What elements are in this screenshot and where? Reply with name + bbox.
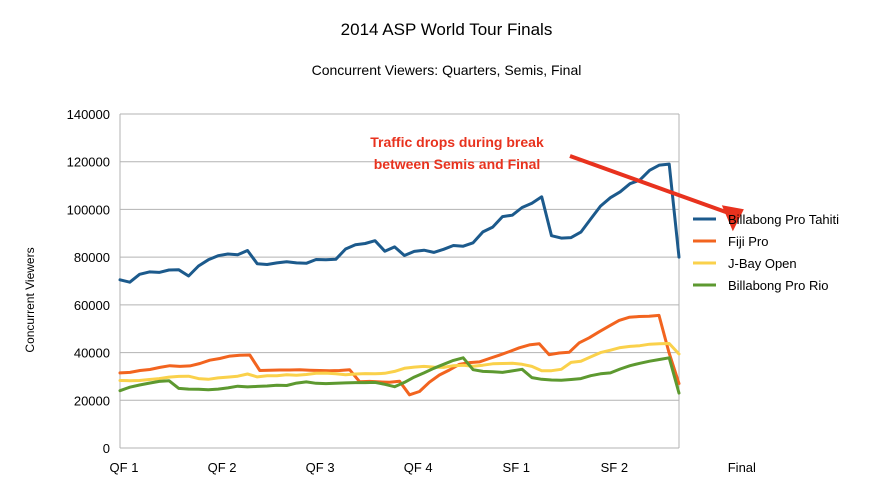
series-line-fiji-pro [118,313,681,397]
y-tick-60000: 60000 [74,298,110,313]
annotation: Traffic drops during break between Semis … [370,134,744,232]
y-tick-80000: 80000 [74,250,110,265]
y-tick-100000: 100000 [67,202,110,217]
x-tick-qf-4: QF 4 [404,460,433,475]
annotation-arrow-head [721,205,744,232]
legend: Billabong Pro Tahiti Fiji Pro J-Bay Open Bi… [693,212,839,293]
y-axis-label: Concurrent Viewers [23,247,37,352]
annotation-arrow-shaft [569,154,736,218]
annotation-text-line-2: between Semis and Final [374,156,541,172]
x-tick-sf-1: SF 1 [503,460,530,475]
y-tick-140000: 140000 [67,107,110,122]
annotation-text-line-1: Traffic drops during break [370,134,544,150]
x-tick-sf-2: SF 2 [601,460,628,475]
y-tick-0: 0 [103,441,110,456]
y-axis-tick-labels: 0 20000 40000 60000 80000 100000 120000 140000 [67,107,110,456]
series-lines [118,162,681,397]
legend-label-fiji-pro: Fiji Pro [728,234,768,249]
x-tick-qf-2: QF 2 [208,460,237,475]
chart-title: 2014 ASP World Tour Finals [340,20,553,39]
series-line-j-bay-open [118,342,681,383]
legend-label-j-bay-open: J-Bay Open [728,256,797,271]
series-line-billabong-pro-tahiti [118,162,681,284]
x-tick-qf-3: QF 3 [306,460,335,475]
chart-subtitle: Concurrent Viewers: Quarters, Semis, Fin… [311,62,582,78]
legend-label-billabong-pro-rio: Billabong Pro Rio [728,278,828,293]
x-axis-tick-labels: QF 1 QF 2 QF 3 QF 4 SF 1 SF 2 Final [110,460,756,475]
x-tick-final: Final [728,460,756,475]
y-tick-40000: 40000 [74,346,110,361]
series-line-billabong-pro-rio [118,356,681,395]
y-tick-120000: 120000 [67,155,110,170]
y-tick-20000: 20000 [74,393,110,408]
legend-label-billabong-pro-tahiti: Billabong Pro Tahiti [728,212,839,227]
x-tick-qf-1: QF 1 [110,460,139,475]
